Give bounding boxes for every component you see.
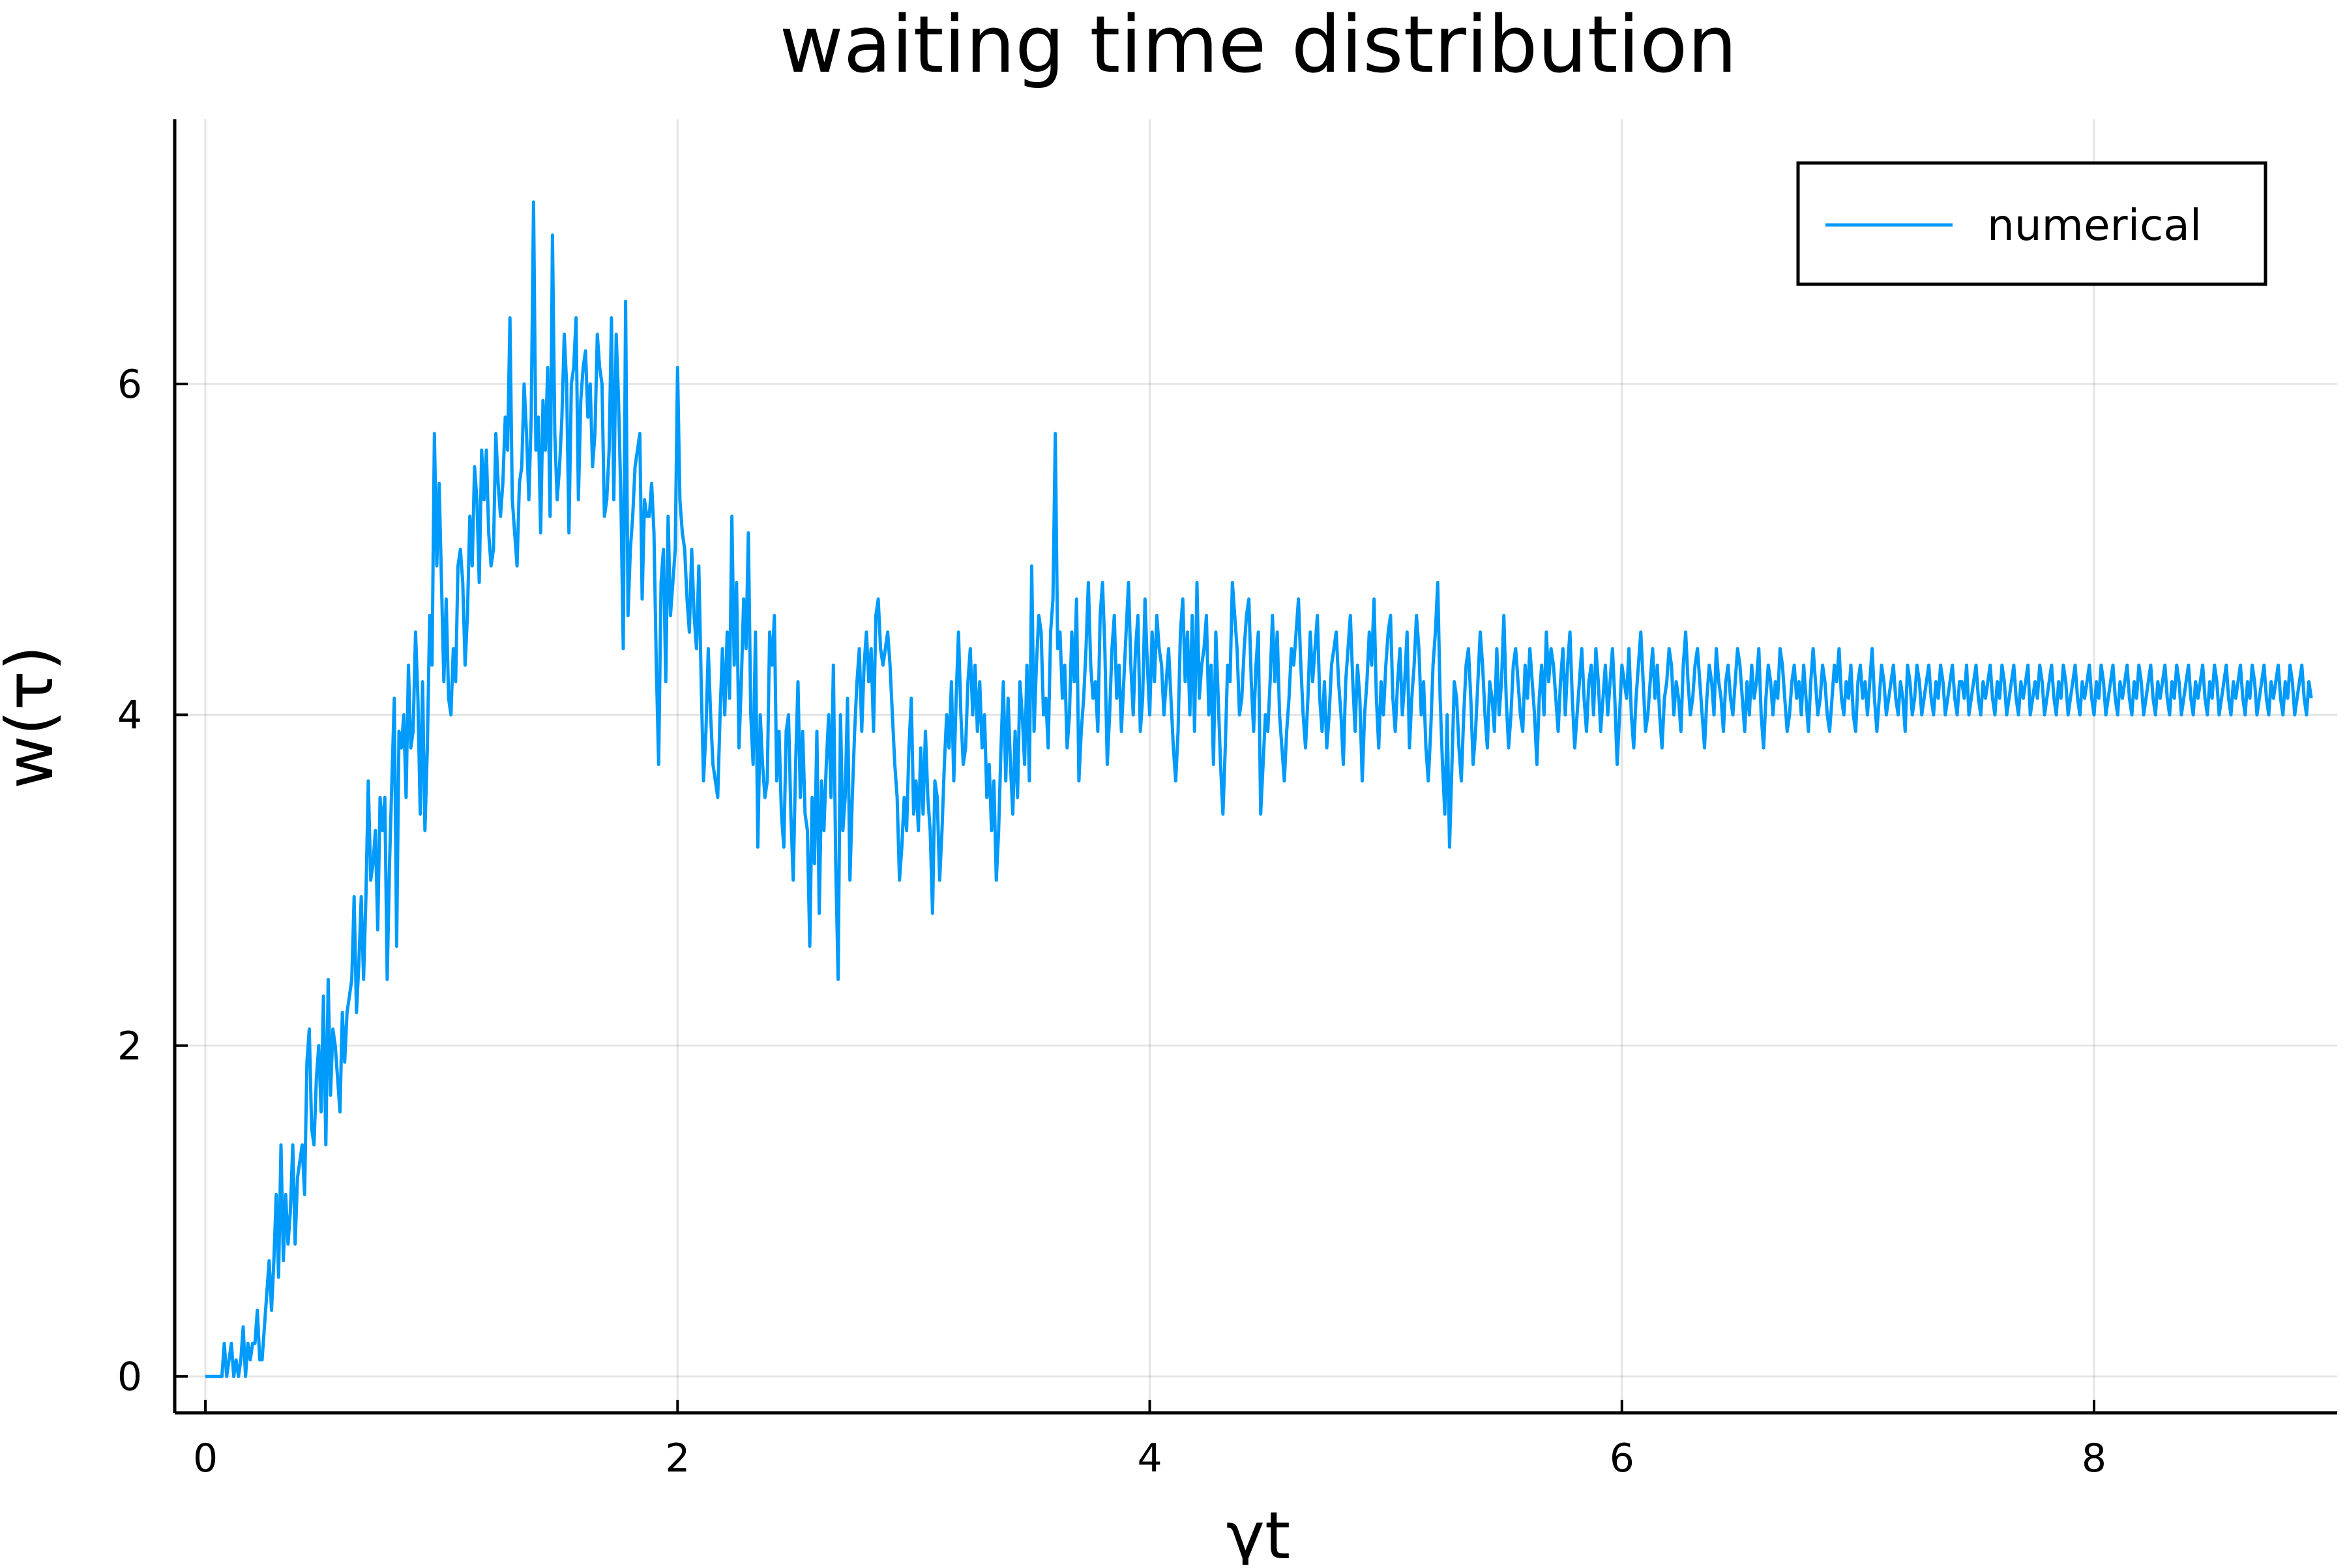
series-line-numerical — [205, 200, 2313, 1378]
x-tick-label: 8 — [2082, 1436, 2106, 1481]
ticks: 0 2 4 6 8 0 2 4 6 — [117, 362, 2106, 1481]
y-axis-label: w(τ) — [0, 645, 68, 789]
legend: numerical — [1796, 161, 2267, 286]
legend-label-numerical: numerical — [1987, 200, 2202, 250]
y-tick-label: 0 — [117, 1354, 142, 1400]
chart-title: waiting time distribution — [780, 0, 1737, 91]
x-axis-label: γt — [1226, 1498, 1290, 1565]
series-layer — [205, 200, 2313, 1378]
x-tick-label: 2 — [665, 1436, 690, 1481]
x-tick-label: 4 — [1137, 1436, 1162, 1481]
axes — [173, 119, 2337, 1415]
y-tick-label: 4 — [117, 692, 142, 738]
y-tick-label: 6 — [117, 362, 142, 407]
y-tick-label: 2 — [117, 1024, 142, 1069]
x-tick-label: 6 — [1610, 1436, 1634, 1481]
x-tick-label: 0 — [193, 1436, 218, 1481]
